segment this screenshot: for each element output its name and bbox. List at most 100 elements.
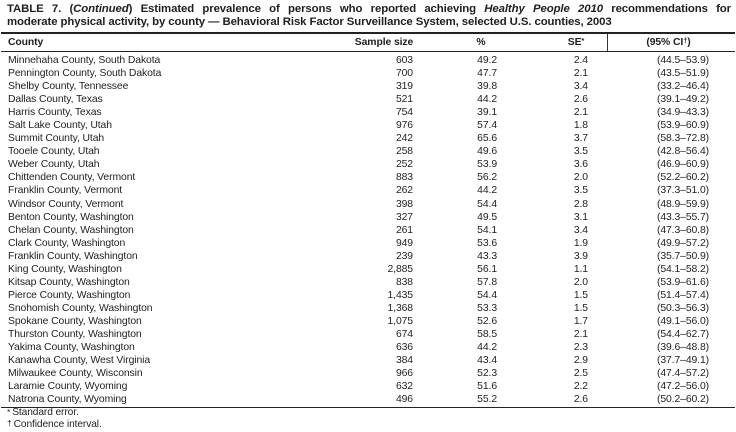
col-header-county: County [1,34,338,52]
percent-cell: 54.4 [477,198,497,210]
percent-cell: 53.3 [477,302,497,314]
sample-size-cell: 239 [395,250,413,262]
ci-cell: (54.1–58.2) [656,263,709,275]
se-cell: 2.8 [573,198,588,210]
table-row: Benton County, Washington 327 49.5 3.1 (43.3… [1,211,735,224]
se-cell: 3.1 [573,211,588,223]
percent-cell: 44.2 [477,94,497,106]
table-row: Spokane County, Washington 1,075 52.6 1.7 (4… [1,315,735,328]
se-cell: 2.4 [573,55,588,66]
se-cell: 3.7 [573,133,588,145]
prevalence-table: County Sample size % SE* (95% CI†) Minne… [1,34,735,409]
ci-cell: (49.1–56.0) [656,315,709,327]
se-cell: 2.5 [573,368,588,380]
ci-cell: (50.2–60.2) [620,393,735,409]
county-cell: Tooele County, Utah [8,146,100,158]
county-cell: Natrona County, Wyoming [1,393,338,409]
sample-size-cell: 883 [395,172,413,184]
sample-size-cell: 1,435 [387,289,413,301]
se-cell: 3.4 [573,224,588,236]
se-cell: 1.5 [573,289,588,301]
dagger-marker: † [7,418,12,429]
col-header-sample-size: Sample size [338,34,430,52]
footnote-confidence-interval: † Confidence interval. [7,418,102,431]
sample-size-cell: 252 [395,159,413,171]
county-cell: Salt Lake County, Utah [8,120,112,132]
table-header: County Sample size % SE* (95% CI†) [1,34,735,52]
percent-cell: 44.2 [477,342,497,354]
percent-cell: 57.8 [477,276,497,288]
sample-size-cell: 1,368 [387,302,413,314]
county-cell: Spokane County, Washington [8,315,142,327]
county-cell: Dallas County, Texas [8,94,103,106]
sample-size-cell: 1,075 [387,315,413,327]
ci-cell: (42.8–56.4) [656,146,709,158]
percent-cell: 39.1 [477,107,497,119]
table-row: Chelan County, Washington 261 54.1 3.4 (47.3… [1,224,735,237]
se-footnote-marker: * [581,36,585,45]
sample-size-cell: 603 [395,55,413,66]
col-header-se: SE* [532,34,620,52]
sample-size-cell: 327 [395,211,413,223]
percent-cell: 43.3 [477,250,497,262]
ci-cell: (35.7–50.9) [656,250,709,262]
se-cell: 2.2 [573,381,588,393]
county-cell: Kitsap County, Washington [8,276,130,288]
county-cell: Pierce County, Washington [8,289,131,301]
percent-cell: 56.1 [477,263,497,275]
county-cell: Franklin County, Vermont [8,185,123,197]
table-row: King County, Washington 2,885 56.1 1.1 (54.1… [1,263,735,276]
table-title-line2: moderate physical activity, by county — … [7,16,612,28]
county-cell: Benton County, Washington [8,211,134,223]
footnote-standard-error: * Standard error. [7,407,102,419]
se-cell: 2.1 [573,328,588,340]
county-cell: Yakima County, Washington [8,342,135,354]
sample-size-cell: 496 [338,393,430,409]
county-cell: Thurston County, Washington [8,328,142,340]
table-row: Kitsap County, Washington 838 57.8 2.0 (53.9… [1,276,735,289]
sample-size-cell: 949 [395,237,413,249]
table-row: Clark County, Washington 949 53.6 1.9 (49.9–… [1,237,735,250]
county-cell: Windsor County, Vermont [8,198,124,210]
percent-cell: 56.2 [477,172,497,184]
sample-size-cell: 242 [395,133,413,145]
ci-cell: (37.3–51.0) [656,185,709,197]
percent-cell: 43.4 [477,355,497,367]
county-cell: Kanawha County, West Virginia [8,355,151,367]
sample-size-cell: 258 [395,146,413,158]
county-cell: Pennington County, South Dakota [8,68,162,80]
county-cell: Laramie County, Wyoming [8,381,128,393]
table-row: Yakima County, Washington 636 44.2 2.3 (39.6… [1,341,735,354]
top-rule [1,32,735,34]
ci-cell: (58.3–72.8) [656,133,709,145]
footnote-text: Confidence interval. [13,418,102,430]
county-cell: Chelan County, Washington [8,224,134,236]
se-cell: 3.9 [573,250,588,262]
percent-cell: 53.9 [477,159,497,171]
ci-cell: (39.1–49.2) [656,94,709,106]
table-row: Weber County, Utah 252 53.9 3.6 (46.9–60.9) [1,158,735,171]
table-row: Harris County, Texas 754 39.1 2.1 (34.9–43.3… [1,106,735,119]
table-row: Pennington County, South Dakota 700 47.7 2.… [1,67,735,80]
county-cell: King County, Washington [8,263,122,275]
table-row: Franklin County, Washington 239 43.3 3.9 (35… [1,250,735,263]
ci-cell: (46.9–60.9) [656,159,709,171]
ci-cell: (44.5–53.9) [656,55,709,66]
se-cell: 3.5 [573,146,588,158]
sample-size-cell: 2,885 [387,263,413,275]
table-row: Chittenden County, Vermont 883 56.2 2.0 (52.… [1,171,735,184]
se-cell: 3.6 [573,159,588,171]
percent-cell: 55.2 [430,393,532,409]
table-row: Thurston County, Washington 674 58.5 2.1 (54… [1,328,735,341]
ci-cell: (47.4–57.2) [656,368,709,380]
table-row: Natrona County, Wyoming 496 55.2 2.6 (50.2–6… [1,393,735,409]
ci-cell: (48.9–59.9) [656,198,709,210]
table-row: Minnehaha County, South Dakota 603 49.2 2.4… [1,52,735,68]
se-cell: 2.6 [532,393,620,409]
title-text: TABLE 7. ( [7,3,74,15]
percent-cell: 54.4 [477,289,497,301]
se-cell: 2.9 [573,355,588,367]
se-label: SE [567,37,582,48]
ci-label: (95% CI [646,37,684,48]
